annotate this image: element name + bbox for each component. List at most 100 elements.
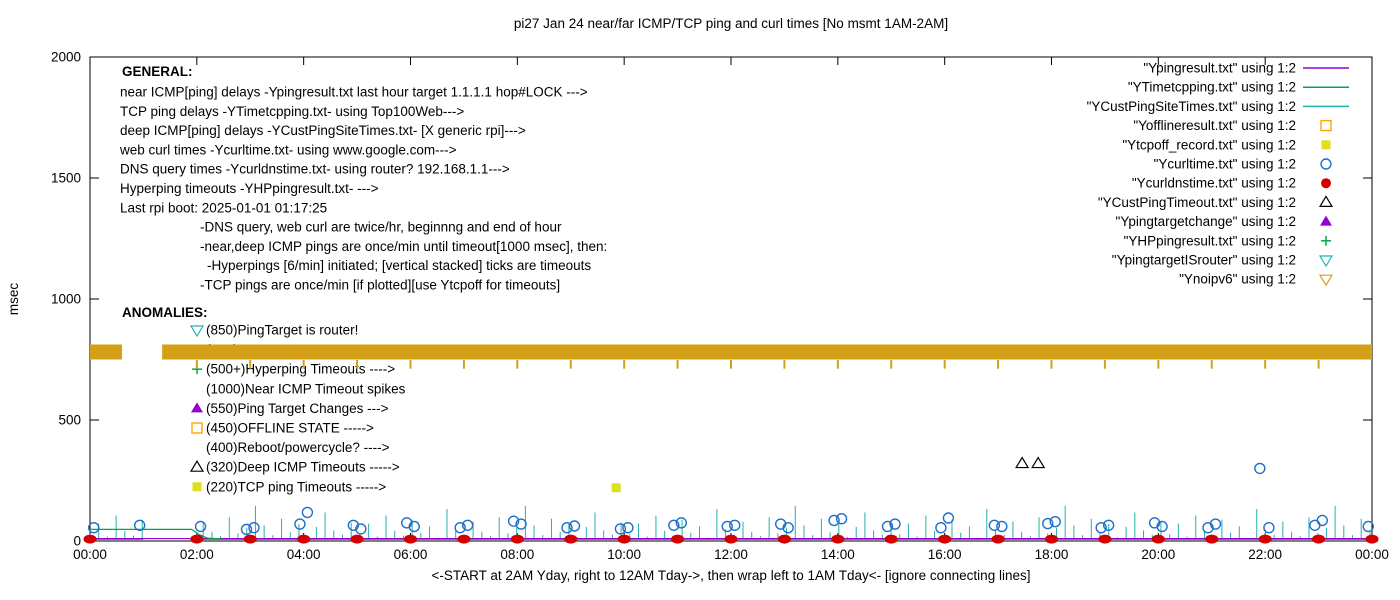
legend-label: "Yofflineresult.txt" using 1:2: [1133, 118, 1296, 133]
data-point-curl: [1263, 521, 1275, 534]
data-point-dns: [1098, 534, 1112, 544]
band-segment: [90, 344, 123, 360]
legend-label: "YHPpingresult.txt" using 1:2: [1124, 233, 1296, 248]
data-point-curl: [889, 518, 901, 530]
data-point-dns: [884, 534, 898, 544]
data-point-dns: [777, 534, 791, 544]
data-point-dns: [1205, 534, 1219, 544]
data-point-dns: [991, 534, 1005, 544]
data-point-curl: [1316, 514, 1329, 527]
y-tick-label: 1500: [51, 171, 81, 186]
data-point-curl: [835, 513, 848, 525]
legend-sample-marker: [1321, 178, 1331, 189]
data-point-dns: [83, 534, 97, 544]
general-line: Hyperping timeouts -YHPpingresult.txt- -…: [120, 181, 379, 196]
anomaly-label: (400)Reboot/powercycle? ---->: [206, 440, 390, 455]
legend-label: "Ypingresult.txt" using 1:2: [1143, 61, 1296, 76]
data-point-curl: [1156, 520, 1168, 533]
band-segment: [162, 344, 1372, 360]
data-point-curl: [248, 521, 260, 534]
data-point-dns: [350, 534, 364, 544]
x-tick-label: 12:00: [714, 547, 748, 562]
data-point-curl: [133, 519, 146, 531]
data-point-curl: [507, 515, 520, 527]
anomalies-header: ANOMALIES:: [122, 305, 208, 320]
data-point-curl: [996, 520, 1008, 533]
legend-sample-marker: [1321, 140, 1331, 150]
data-point-curl: [668, 519, 680, 531]
data-point-dns: [938, 534, 952, 544]
legend-sample-marker: [1320, 158, 1332, 170]
data-point-curl: [240, 523, 253, 536]
anomaly-marker: [189, 460, 205, 472]
data-point-curl: [1209, 518, 1222, 530]
anomaly-label: (850)PingTarget is router!: [206, 323, 358, 338]
legend: "Ypingresult.txt" using 1:2 "YTimetcpping…: [1087, 61, 1349, 287]
data-point-tcpoff: [611, 483, 621, 493]
legend-sample-marker: [1318, 274, 1334, 287]
y-axis-label: msec: [6, 283, 21, 316]
data-point-dns: [510, 534, 524, 544]
data-point-curl: [301, 506, 314, 519]
y-tick-label: 0: [73, 534, 81, 549]
chart-title: pi27 Jan 24 near/far ICMP/TCP ping and c…: [514, 16, 948, 31]
data-point-curl: [614, 523, 627, 535]
legend-label: "YCustPingSiteTimes.txt" using 1:2: [1087, 99, 1296, 114]
data-point-curl: [1102, 519, 1115, 531]
general-line: -TCP pings are once/min [if plotted][use…: [200, 278, 560, 293]
data-point-dns: [831, 534, 845, 544]
tcp-ping-line: [90, 528, 221, 540]
data-point-curl: [194, 520, 207, 533]
data-point-curl: [782, 521, 794, 534]
data-point-dns: [724, 534, 738, 544]
general-line: -near,deep ICMP pings are once/min until…: [200, 239, 607, 254]
data-point-deep_timeout: [1015, 456, 1030, 469]
y-tick-label: 2000: [51, 50, 81, 65]
general-header: GENERAL:: [122, 64, 193, 79]
data-point-curl: [88, 521, 100, 534]
data-point-dns: [1258, 534, 1272, 544]
anomaly-marker: [189, 325, 205, 338]
data-point-dns: [457, 534, 471, 544]
legend-label: "Ycurldnstime.txt" using 1:2: [1132, 176, 1296, 191]
x-tick-label: 18:00: [1035, 547, 1069, 562]
series-layer: [83, 456, 1379, 544]
data-point-dns: [1312, 534, 1326, 544]
anomaly-label: (1000)Near ICMP Timeout spikes: [206, 381, 406, 396]
legend-sample-marker: [1318, 195, 1334, 207]
data-point-curl: [1309, 519, 1321, 531]
data-point-dns: [1151, 534, 1165, 544]
general-line: Last rpi boot: 2025-01-01 01:17:25: [120, 200, 327, 215]
anomaly-label: (500+)Hyperping Timeouts ---->: [206, 362, 395, 377]
legend-label: "Ynoipv6" using 1:2: [1179, 272, 1296, 287]
general-line: -Hyperpings [6/min] initiated; [vertical…: [207, 258, 591, 273]
data-point-curl: [461, 519, 474, 531]
anomaly-marker: [192, 482, 202, 492]
anomaly-marker: [191, 422, 203, 434]
data-point-curl: [729, 519, 741, 531]
data-point-curl: [988, 519, 1001, 531]
legend-label: "Ypingtargetchange" using 1:2: [1116, 214, 1296, 229]
data-point-curl: [408, 520, 420, 533]
x-tick-label: 08:00: [500, 547, 534, 562]
x-tick-label: 00:00: [73, 547, 107, 562]
legend-sample-marker: [1318, 255, 1334, 268]
anomaly-label: (220)TCP ping Timeouts ----->: [206, 479, 386, 494]
x-tick-label: 20:00: [1141, 547, 1175, 562]
x-tick-label: 04:00: [287, 547, 321, 562]
data-point-curl: [622, 521, 634, 534]
data-point-curl: [1254, 462, 1266, 475]
y-tick-label: 500: [58, 413, 81, 428]
noipv6-band: [90, 344, 1372, 369]
legend-label: "Ytcpoff_record.txt" using 1:2: [1122, 137, 1296, 152]
data-point-curl: [675, 517, 688, 529]
data-point-curl: [1362, 520, 1374, 533]
x-tick-label: 00:00: [1355, 547, 1389, 562]
general-line: deep ICMP[ping] delays -YCustPingSiteTim…: [120, 123, 526, 138]
data-point-dns: [190, 534, 204, 544]
x-axis-caption: <-START at 2AM Yday, right to 12AM Tday-…: [432, 568, 1031, 583]
data-point-dns: [564, 534, 578, 544]
data-point-dns: [1045, 534, 1058, 544]
data-point-curl: [454, 521, 466, 534]
data-point-deep_timeout: [1031, 456, 1046, 469]
